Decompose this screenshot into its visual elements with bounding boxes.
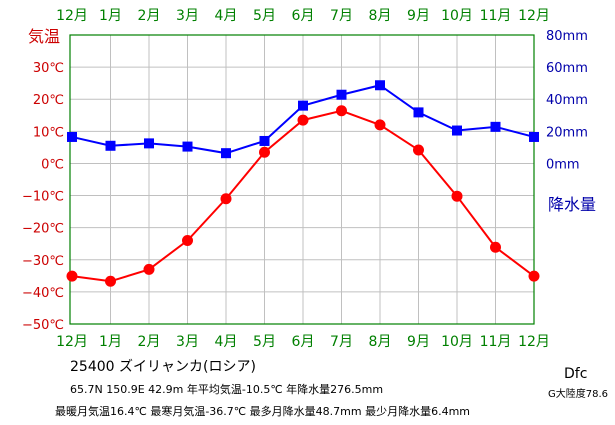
temperature-tick-label: 0℃ (41, 157, 64, 172)
precipitation-point (182, 141, 193, 152)
temperature-point (297, 114, 309, 126)
month-label-top: 5月 (253, 8, 276, 24)
month-label-bottom: 12月 (518, 334, 550, 350)
temperature-tick-label: 30℃ (33, 61, 64, 76)
month-label-bottom: 6月 (292, 334, 315, 350)
temperature-point (528, 270, 540, 282)
temperature-tick-label: 20℃ (33, 93, 64, 108)
temperature-point (259, 146, 270, 158)
precipitation-point (413, 107, 424, 118)
month-label-bottom: 7月 (330, 334, 353, 350)
precipitation-point (221, 148, 231, 159)
precipitation-point (144, 138, 154, 149)
temperature-point (413, 144, 424, 156)
month-label-bottom: 5月 (253, 334, 276, 350)
station-info-line2: 最暖月気温16.4℃ 最寒月気温-36.7℃ 最多月降水量48.7mm 最少月降… (55, 405, 470, 418)
precipitation-point (336, 89, 347, 100)
station-name: ズイリャンカ(ロシア) (119, 359, 256, 375)
month-label-bottom: 12月 (56, 334, 88, 350)
precipitation-tick-label: 20mm (546, 125, 588, 140)
month-labels-top: 12月 1月 2月 3月 4月 5月 6月 7月 8月 9月 10月 11月 12月 (56, 8, 550, 24)
precipitation-point (529, 131, 539, 142)
month-label-top: 6月 (292, 8, 315, 24)
temperature-point (105, 275, 116, 287)
climate-code: Dfc (564, 366, 588, 382)
temperature-point (490, 241, 501, 253)
month-label-top: 10月 (441, 8, 473, 24)
temperature-tick-label: −30℃ (22, 254, 64, 269)
precipitation-point (105, 140, 116, 151)
station-title: 25400 ズイリャンカ(ロシア) (70, 356, 256, 376)
temperature-point (66, 270, 78, 282)
temperature-point (336, 105, 347, 117)
temperature-tick-label: −40℃ (22, 286, 64, 301)
temperature-point (374, 119, 386, 131)
month-label-top: 3月 (176, 8, 199, 24)
temperature-point (220, 193, 232, 205)
precipitation-point (259, 135, 270, 146)
month-label-bottom: 11月 (480, 334, 512, 350)
month-label-top: 12月 (56, 8, 88, 24)
precipitation-point (67, 131, 77, 142)
month-label-bottom: 4月 (215, 334, 238, 350)
month-label-bottom: 3月 (176, 334, 199, 350)
temperature-point (182, 235, 193, 247)
month-label-bottom: 8月 (369, 334, 392, 350)
month-label-top: 4月 (215, 8, 238, 24)
temperature-point (143, 263, 155, 275)
precipitation-tick-label: 0mm (546, 157, 580, 172)
precipitation-axis-title: 降水量 (548, 195, 596, 214)
precipitation-tick-label: 80mm (546, 29, 588, 44)
month-label-bottom: 9月 (407, 334, 430, 350)
plot-frame (69, 34, 535, 325)
precipitation-point (452, 125, 462, 136)
month-label-bottom: 2月 (138, 334, 161, 350)
month-label-top: 1月 (99, 8, 122, 24)
temperature-tick-label: 10℃ (33, 125, 64, 140)
series (66, 80, 540, 287)
temperature-point (451, 190, 463, 202)
temperature-tick-label: −50℃ (22, 318, 64, 333)
temperature-tick-label: −20℃ (22, 222, 64, 237)
month-label-top: 9月 (407, 8, 430, 24)
temperature-axis-title: 気温 (28, 27, 60, 46)
precipitation-tick-label: 40mm (546, 93, 588, 108)
precipitation-tick-label: 60mm (546, 61, 588, 76)
temperature-tick-label: −10℃ (22, 190, 64, 205)
month-label-top: 11月 (480, 8, 512, 24)
month-label-top: 12月 (518, 8, 550, 24)
month-label-bottom: 1月 (99, 334, 122, 350)
precipitation-point (375, 80, 385, 91)
temperature-axis-ticks: −50℃ −40℃ −30℃ −20℃ −10℃ 0℃ 10℃ 20℃ 30℃ (22, 61, 64, 333)
grid (70, 35, 534, 325)
continentality-label: G大陸度78.6 (548, 389, 609, 400)
station-id: 25400 (70, 359, 115, 375)
station-info-line1: 65.7N 150.9E 42.9m 年平均気温-10.5℃ 年降水量276.5… (70, 383, 384, 396)
month-labels-bottom: 12月 1月 2月 3月 4月 5月 6月 7月 8月 9月 10月 11月 12月 (56, 334, 550, 350)
month-label-top: 2月 (138, 8, 161, 24)
month-label-bottom: 10月 (441, 334, 473, 350)
month-label-top: 7月 (330, 8, 353, 24)
precipitation-point (490, 121, 501, 132)
precipitation-point (298, 100, 308, 111)
precipitation-axis-ticks: 0mm 20mm 40mm 60mm 80mm (546, 29, 588, 172)
month-label-top: 8月 (369, 8, 392, 24)
